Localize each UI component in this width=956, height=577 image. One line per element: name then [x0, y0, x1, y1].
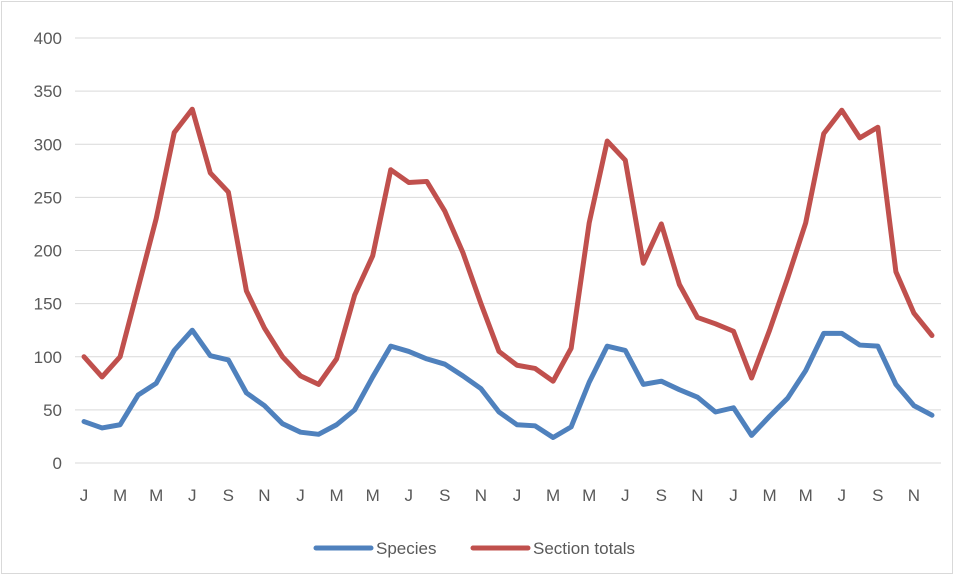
y-tick-label: 100: [34, 348, 62, 367]
legend-label: Species: [376, 539, 436, 558]
x-tick-label: M: [366, 486, 380, 505]
gridlines: [75, 37, 941, 464]
x-tick-label: M: [149, 486, 163, 505]
x-tick-label: S: [439, 486, 450, 505]
x-tick-label: N: [691, 486, 703, 505]
x-tick-label: J: [729, 486, 738, 505]
x-tick-label: J: [188, 486, 197, 505]
x-tick-label: M: [799, 486, 813, 505]
x-tick-label: M: [113, 486, 127, 505]
x-tick-label: J: [80, 486, 89, 505]
series-lines: [81, 106, 935, 440]
series-line-section-totals: [81, 106, 935, 387]
y-tick-label: 250: [34, 188, 62, 207]
legend-label: Section totals: [533, 539, 635, 558]
x-tick-label: M: [330, 486, 344, 505]
x-tick-label: M: [763, 486, 777, 505]
x-tick-label: N: [475, 486, 487, 505]
x-tick-label: J: [621, 486, 630, 505]
x-tick-label: S: [872, 486, 883, 505]
y-axis-tick-labels: 0 50 100 150 200 250 300 350 400: [34, 29, 62, 473]
x-tick-label: S: [223, 486, 234, 505]
legend: Species Section totals: [313, 539, 635, 558]
y-tick-label: 50: [43, 401, 62, 420]
x-tick-label: J: [296, 486, 305, 505]
series-line-species: [81, 327, 935, 440]
x-tick-label: N: [908, 486, 920, 505]
x-tick-label: M: [582, 486, 596, 505]
x-tick-label: N: [258, 486, 270, 505]
y-tick-label: 0: [53, 454, 62, 473]
y-tick-label: 350: [34, 82, 62, 101]
x-tick-label: S: [656, 486, 667, 505]
x-tick-label: M: [546, 486, 560, 505]
x-tick-label: J: [513, 486, 522, 505]
y-tick-label: 150: [34, 295, 62, 314]
y-tick-label: 300: [34, 135, 62, 154]
y-tick-label: 400: [34, 29, 62, 48]
x-tick-label: J: [405, 486, 414, 505]
x-tick-label: J: [838, 486, 847, 505]
y-tick-label: 200: [34, 242, 62, 261]
